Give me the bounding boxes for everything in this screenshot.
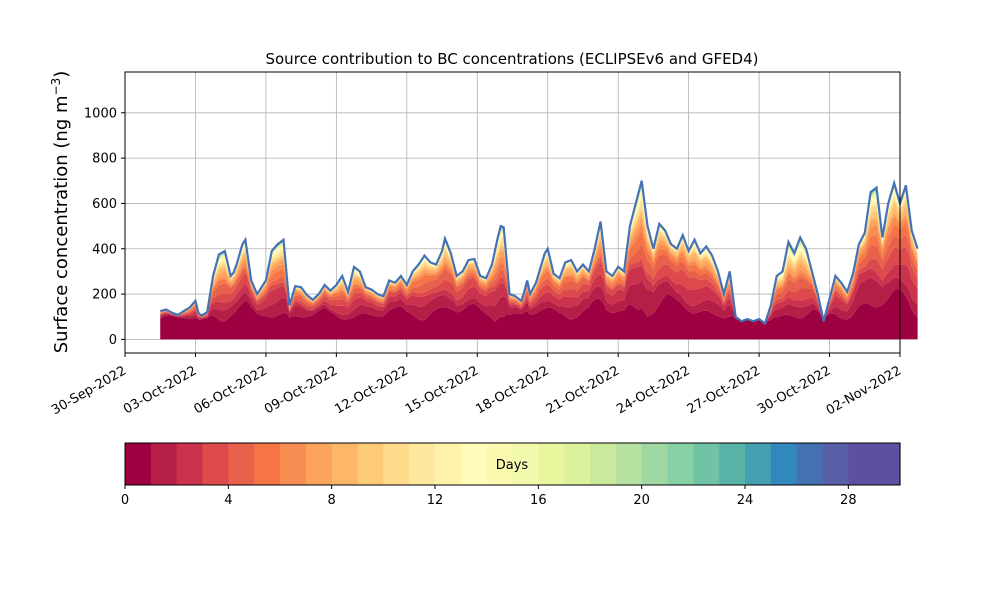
y-axis-label-close: ) [51,71,72,78]
colorbar-bin-18 [590,443,617,485]
colorbar-bin-22 [693,443,720,485]
chart-title: Source contribution to BC concentrations… [265,50,758,68]
y-tick-label: 0 [109,333,117,348]
colorbar-bin-20 [641,443,669,485]
area-layer-day-0 [160,288,918,340]
y-axis-ticks: 0 200 400 600 800 1000 [84,106,125,348]
colorbar-bin-27 [822,443,849,485]
colorbar-tick-label: 24 [737,493,754,508]
area-layer-day-3 [160,247,918,324]
colorbar-bin-16 [538,443,565,485]
colorbar: Days 0 4 8 12 16 20 24 28 [121,442,901,508]
axes-frame [124,71,901,354]
colorbar-bin-14 [486,443,514,485]
colorbar-bin-24 [745,443,772,485]
colorbar-tick-label: 12 [427,493,444,508]
colorbar-bin-23 [719,443,746,485]
y-tick-label: 1000 [84,106,117,121]
colorbar-bins [125,443,901,485]
colorbar-tick-label: 16 [530,493,547,508]
colorbar-bin-29 [874,443,901,485]
colorbar-bin-17 [564,443,591,485]
total-concentration-line [159,179,919,326]
colorbar-tick-label: 20 [633,493,650,508]
y-tick-label: 800 [92,152,117,167]
y-tick-label: 400 [92,242,117,257]
colorbar-bin-19 [615,443,643,485]
colorbar-frame [124,442,901,486]
y-axis-label-main: Surface concentration (ng m [51,95,72,353]
y-tick-label: 600 [92,197,117,212]
y-tick-label: 200 [92,288,117,303]
colorbar-bin-3 [202,443,229,485]
colorbar-ticks: 0 4 8 12 16 20 24 28 [121,485,857,508]
colorbar-bin-11 [409,443,436,485]
colorbar-tick-label: 4 [224,493,232,508]
colorbar-bin-4 [228,443,255,485]
colorbar-bin-7 [305,443,333,485]
y-axis-label-superscript: −3 [49,78,63,96]
colorbar-bin-0 [125,443,152,485]
colorbar-tick-label: 28 [840,493,857,508]
area-layer-day-2 [160,264,918,325]
colorbar-bin-9 [357,443,384,485]
colorbar-bin-2 [176,443,204,485]
colorbar-bin-15 [512,443,539,485]
colorbar-bin-5 [254,443,281,485]
colorbar-bin-28 [848,443,875,485]
colorbar-bin-6 [280,443,307,485]
y-axis-label: Surface concentration (ng m−3) [49,71,72,354]
colorbar-bin-8 [331,443,359,485]
colorbar-bin-21 [667,443,694,485]
colorbar-bin-25 [770,443,798,485]
colorbar-tick-label: 8 [328,493,336,508]
colorbar-bin-12 [435,443,462,485]
colorbar-bin-10 [383,443,410,485]
colorbar-bin-26 [796,443,824,485]
colorbar-label: Days [496,458,529,473]
area-layer-day-1 [160,277,918,325]
colorbar-bin-1 [150,443,178,485]
colorbar-bin-13 [460,443,488,485]
stacked-area-series [160,180,918,340]
colorbar-tick-label: 0 [121,493,129,508]
